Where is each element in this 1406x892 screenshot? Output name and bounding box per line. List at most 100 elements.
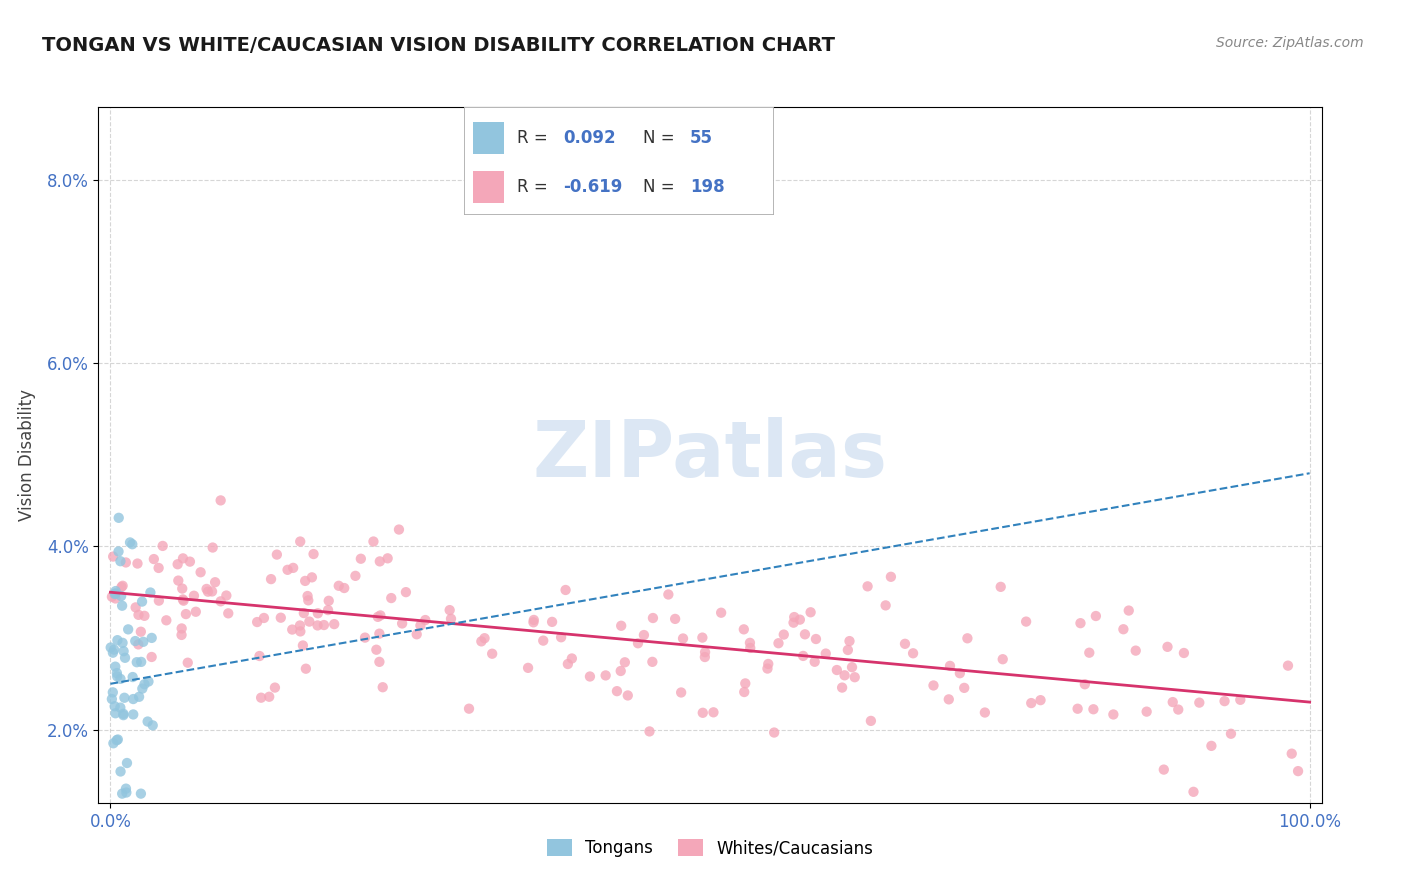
Point (627, 636, 650, 650)
Point (894, 637, 917, 651)
Point (283, 561, 305, 575)
Point (290, 624, 312, 639)
Point (177, 656, 200, 670)
Point (257, 690, 280, 704)
Point (1286, 764, 1309, 778)
Point (312, 618, 335, 632)
Point (134, 677, 156, 691)
Point (1220, 727, 1243, 741)
Point (354, 631, 377, 645)
Point (250, 690, 273, 705)
Point (800, 605, 823, 619)
Point (672, 632, 695, 646)
Point (104, 706, 127, 721)
Point (253, 611, 276, 625)
Point (814, 647, 837, 661)
Point (127, 637, 149, 651)
Text: R =: R = (516, 178, 547, 196)
Point (783, 610, 806, 624)
Point (148, 593, 170, 607)
Point (1156, 640, 1178, 654)
Point (104, 586, 127, 600)
Point (1161, 695, 1184, 709)
Point (458, 701, 481, 715)
Point (124, 600, 146, 615)
Point (131, 594, 153, 608)
Point (110, 764, 132, 779)
Text: N =: N = (644, 178, 675, 196)
Point (115, 785, 138, 799)
Point (370, 608, 392, 623)
Point (939, 659, 962, 673)
Point (756, 657, 779, 671)
Point (991, 652, 1014, 666)
Point (409, 618, 432, 632)
Point (107, 633, 129, 648)
Point (323, 617, 346, 632)
Point (209, 493, 232, 508)
Point (195, 582, 218, 596)
Point (142, 552, 165, 566)
Point (297, 589, 319, 603)
Point (470, 634, 492, 648)
Point (377, 551, 399, 566)
Point (103, 736, 125, 750)
Point (104, 659, 127, 673)
Point (440, 612, 463, 626)
Point (1153, 763, 1175, 777)
Text: 198: 198 (690, 178, 724, 196)
Point (368, 626, 391, 640)
Point (641, 655, 664, 669)
Point (949, 666, 972, 681)
Point (170, 622, 193, 636)
Point (1029, 693, 1052, 707)
Point (132, 635, 155, 649)
Y-axis label: Vision Disability: Vision Disability (18, 389, 35, 521)
Point (693, 650, 716, 665)
Point (204, 575, 226, 590)
Point (1188, 696, 1211, 710)
Point (664, 612, 686, 626)
Point (990, 580, 1012, 594)
Point (1167, 702, 1189, 716)
Point (117, 623, 139, 637)
Point (1281, 747, 1303, 761)
Point (115, 556, 138, 570)
Point (901, 646, 924, 660)
Point (101, 646, 124, 660)
Point (405, 627, 427, 641)
Point (363, 534, 385, 549)
Point (111, 636, 134, 650)
Point (104, 591, 127, 606)
Point (1015, 615, 1038, 629)
Point (579, 669, 602, 683)
Point (740, 640, 762, 655)
Point (789, 613, 811, 627)
Point (122, 692, 145, 706)
Point (266, 548, 288, 562)
Point (101, 685, 124, 699)
Point (118, 535, 141, 549)
Point (155, 613, 177, 627)
Point (112, 706, 135, 721)
Point (702, 706, 724, 720)
Point (1102, 707, 1125, 722)
Point (1066, 702, 1088, 716)
Point (190, 566, 212, 580)
Point (368, 655, 391, 669)
Point (831, 681, 853, 695)
Point (172, 551, 194, 566)
Point (121, 670, 143, 684)
Point (288, 618, 311, 632)
Point (209, 594, 232, 608)
Legend: Tongans, Whites/Caucasians: Tongans, Whites/Caucasians (540, 832, 880, 864)
Point (350, 551, 373, 566)
Point (105, 733, 128, 747)
Point (104, 699, 127, 714)
Point (692, 706, 714, 720)
Point (1083, 702, 1105, 716)
Point (100, 640, 122, 655)
Point (610, 619, 633, 633)
Point (201, 584, 224, 599)
Point (249, 648, 271, 663)
